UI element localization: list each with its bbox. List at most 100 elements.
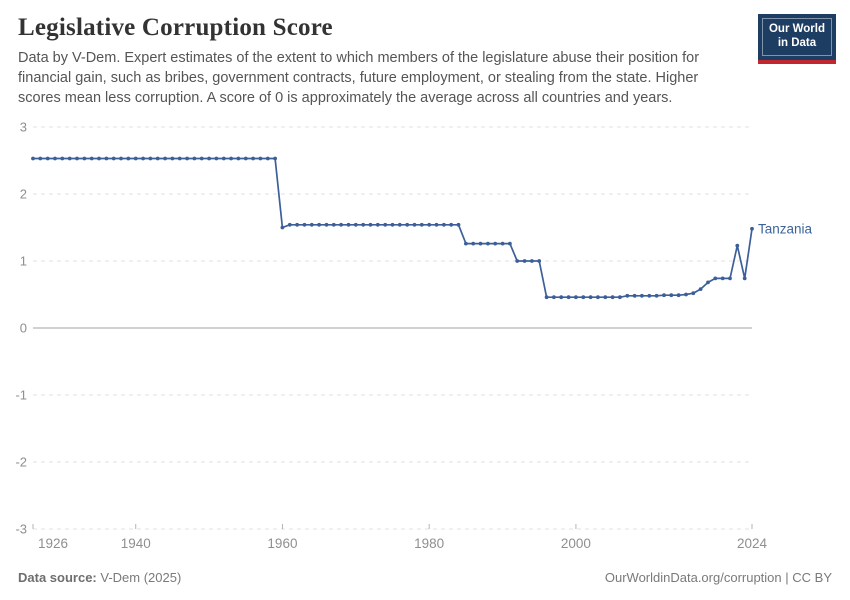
data-point[interactable] (610, 295, 615, 300)
data-point[interactable] (522, 259, 527, 263)
data-point[interactable] (676, 293, 681, 298)
data-point[interactable] (361, 222, 366, 227)
data-point[interactable] (464, 241, 468, 246)
data-point[interactable] (684, 292, 688, 297)
data-point[interactable] (640, 293, 644, 298)
data-point[interactable] (331, 222, 336, 227)
data-point[interactable] (368, 222, 373, 227)
data-point[interactable] (632, 293, 637, 298)
data-point[interactable] (728, 276, 732, 281)
data-point[interactable] (229, 156, 234, 161)
data-point[interactable] (89, 156, 94, 161)
data-point[interactable] (405, 222, 410, 227)
data-point[interactable] (713, 276, 718, 281)
data-point[interactable] (669, 293, 674, 298)
data-point[interactable] (706, 280, 710, 285)
series-label-tanzania[interactable]: Tanzania (758, 221, 813, 236)
data-point[interactable] (412, 222, 417, 227)
data-point[interactable] (280, 225, 285, 230)
data-point[interactable] (324, 222, 329, 227)
data-point[interactable] (104, 156, 109, 161)
data-point[interactable] (456, 222, 461, 227)
data-point[interactable] (258, 156, 263, 161)
data-point[interactable] (192, 156, 197, 161)
data-point[interactable] (603, 295, 608, 300)
data-point[interactable] (155, 156, 160, 161)
data-point[interactable] (508, 241, 512, 246)
data-point[interactable] (588, 295, 593, 300)
data-point[interactable] (287, 222, 292, 227)
data-point[interactable] (486, 241, 490, 246)
data-point[interactable] (353, 222, 358, 227)
data-point[interactable] (170, 156, 175, 161)
data-point[interactable] (375, 222, 380, 227)
data-point[interactable] (339, 222, 343, 227)
data-point[interactable] (662, 293, 666, 298)
data-point[interactable] (141, 156, 146, 161)
series-line-tanzania[interactable] (32, 157, 753, 299)
data-point[interactable] (566, 295, 571, 300)
data-point[interactable] (236, 156, 241, 161)
data-point[interactable] (647, 293, 652, 298)
data-point[interactable] (742, 276, 747, 281)
data-point[interactable] (221, 156, 226, 161)
data-point[interactable] (574, 295, 578, 300)
data-point[interactable] (111, 156, 116, 161)
data-point[interactable] (397, 222, 402, 227)
data-point[interactable] (427, 222, 432, 227)
data-point[interactable] (67, 156, 72, 161)
data-point[interactable] (45, 156, 50, 161)
data-point[interactable] (148, 156, 153, 161)
data-point[interactable] (53, 156, 57, 161)
data-point[interactable] (442, 222, 446, 227)
data-point[interactable] (119, 156, 123, 161)
data-point[interactable] (309, 222, 314, 227)
data-point[interactable] (419, 222, 424, 227)
data-point[interactable] (434, 222, 439, 227)
data-point[interactable] (251, 156, 256, 161)
data-point[interactable] (552, 295, 556, 300)
owid-url-link[interactable]: OurWorldinData.org/corruption (604, 570, 782, 585)
data-point[interactable] (295, 222, 299, 227)
data-point[interactable] (243, 156, 248, 161)
data-point[interactable] (273, 156, 277, 161)
data-point[interactable] (530, 259, 534, 263)
data-point[interactable] (691, 291, 696, 296)
data-point[interactable] (544, 295, 549, 300)
data-point[interactable] (126, 156, 131, 161)
data-point[interactable] (82, 156, 87, 161)
data-point[interactable] (500, 241, 505, 246)
data-point[interactable] (133, 156, 138, 161)
data-point[interactable] (177, 156, 182, 161)
data-point[interactable] (449, 222, 454, 227)
data-point[interactable] (265, 156, 270, 161)
data-point[interactable] (559, 295, 564, 300)
data-point[interactable] (60, 156, 65, 161)
data-point[interactable] (618, 295, 622, 300)
data-point[interactable] (596, 295, 600, 300)
data-point[interactable] (654, 293, 659, 298)
data-point[interactable] (75, 156, 79, 161)
data-point[interactable] (163, 156, 168, 161)
data-point[interactable] (346, 222, 351, 227)
data-point[interactable] (471, 241, 476, 246)
data-point[interactable] (390, 222, 395, 227)
data-point[interactable] (207, 156, 212, 161)
data-point[interactable] (698, 287, 703, 291)
data-point[interactable] (317, 222, 321, 227)
data-point[interactable] (478, 241, 483, 246)
data-point[interactable] (214, 156, 219, 161)
data-point[interactable] (720, 276, 725, 281)
data-point[interactable] (735, 243, 740, 248)
data-point[interactable] (185, 156, 190, 161)
data-point[interactable] (31, 156, 35, 161)
data-point[interactable] (515, 259, 520, 263)
data-point[interactable] (383, 222, 388, 227)
data-point[interactable] (750, 226, 754, 231)
data-point[interactable] (581, 295, 586, 300)
data-point[interactable] (537, 259, 542, 263)
data-point[interactable] (38, 156, 43, 161)
data-point[interactable] (493, 241, 498, 246)
data-point[interactable] (97, 156, 101, 161)
data-point[interactable] (199, 156, 204, 161)
